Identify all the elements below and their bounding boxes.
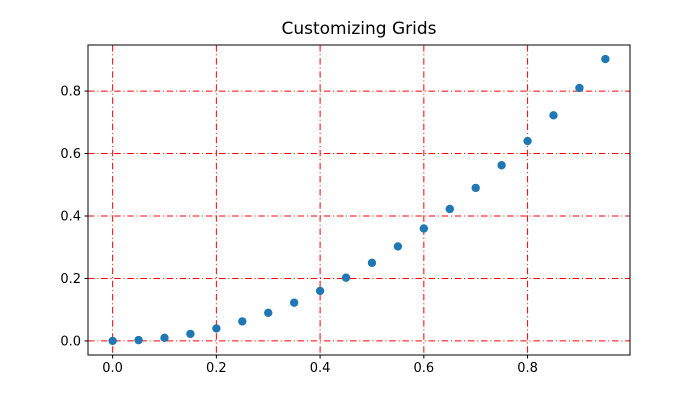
y-tick-label: 0.8 bbox=[60, 85, 81, 100]
y-tick-label: 0.0 bbox=[60, 334, 81, 349]
data-point bbox=[367, 258, 377, 268]
data-point bbox=[238, 317, 247, 326]
y-tick-label: 0.2 bbox=[60, 272, 81, 287]
data-point bbox=[523, 136, 532, 146]
data-point bbox=[575, 83, 584, 93]
data-point bbox=[134, 335, 143, 345]
chart-title: Customizing Grids bbox=[281, 19, 437, 39]
data-point bbox=[497, 161, 506, 170]
x-tick-label: 0.6 bbox=[413, 361, 434, 376]
data-point bbox=[419, 224, 429, 233]
data-point bbox=[549, 111, 558, 120]
data-point bbox=[108, 336, 117, 346]
x-tick-label: 0.4 bbox=[310, 361, 331, 376]
plot-frame bbox=[87, 44, 631, 356]
data-point bbox=[289, 298, 299, 307]
x-tick-label: 0.2 bbox=[206, 361, 227, 376]
data-point bbox=[445, 204, 454, 214]
data-point bbox=[393, 242, 403, 251]
data-point bbox=[186, 329, 195, 339]
data-point bbox=[160, 333, 169, 342]
data-point bbox=[471, 183, 480, 193]
data-point bbox=[341, 273, 351, 282]
x-tick-label: 0.8 bbox=[517, 361, 538, 376]
x-tick-label: 0.0 bbox=[102, 361, 123, 376]
data-point bbox=[264, 308, 273, 318]
data-point bbox=[315, 286, 325, 296]
data-point bbox=[212, 324, 221, 333]
y-tick-label: 0.6 bbox=[60, 147, 81, 162]
data-point bbox=[601, 54, 610, 64]
y-tick-label: 0.4 bbox=[60, 210, 81, 225]
